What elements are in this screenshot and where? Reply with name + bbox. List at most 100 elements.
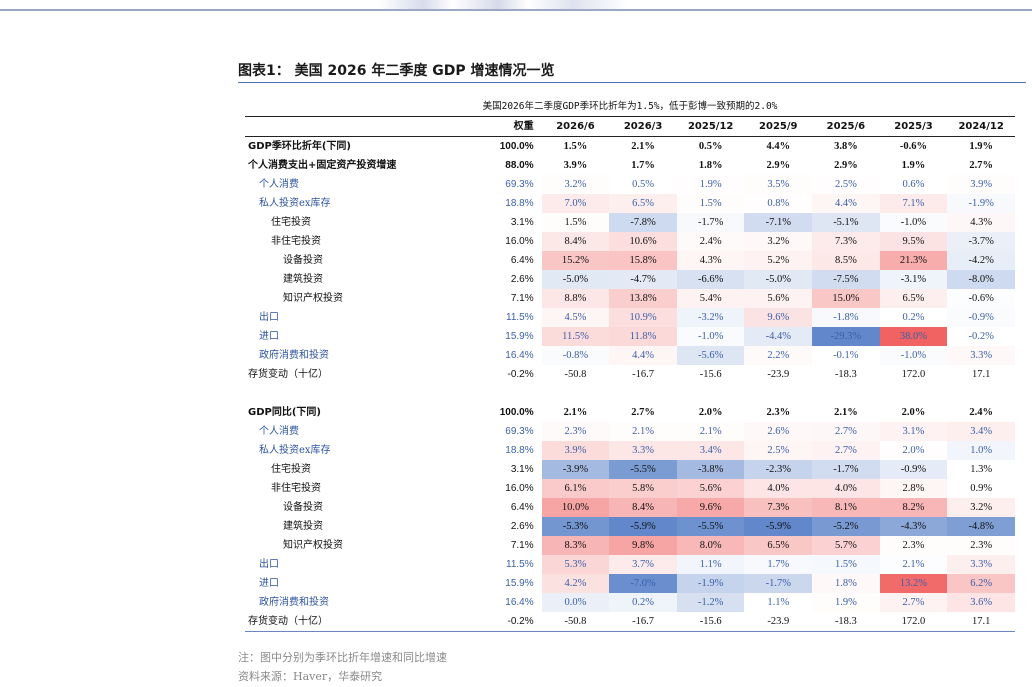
row-weight: 6.4% <box>510 502 534 513</box>
header-date: 2025/3 <box>879 116 948 137</box>
value-cell: -50.8 <box>564 369 587 380</box>
value-cell: 3.9% <box>563 160 588 171</box>
value-cell: -3.2% <box>676 308 745 327</box>
row-weight: 16.0% <box>505 483 534 494</box>
value-cell: 4.4% <box>812 194 880 213</box>
value-cell: 15.8% <box>609 251 677 270</box>
value-cell: 9.8% <box>609 536 677 555</box>
table-row: 设备投资 6.4% 10.0% 8.4% 9.6% 7.3% 8.1% 8.2% 3.2% <box>245 498 1015 517</box>
value-cell: 13.2% <box>879 574 948 593</box>
table-row: 非住宅投资 16.0% 8.4% 10.6% 2.4% 3.2% 7.3% 9.5% -3.7% <box>245 232 1015 251</box>
header-date: 2026/3 <box>609 116 677 137</box>
figure-title: 图表1： 美国 2026 年二季度 GDP 增速情况一览 <box>238 63 555 79</box>
value-cell: 2.7% <box>812 441 880 460</box>
value-cell: 4.3% <box>676 251 745 270</box>
value-cell: 3.3% <box>609 441 677 460</box>
value-cell: 2.1% <box>676 422 745 441</box>
value-cell: -3.1% <box>879 270 948 289</box>
value-cell: 2.6% <box>744 422 813 441</box>
top-banner <box>0 0 1032 14</box>
spacer-cell <box>245 384 1015 403</box>
table-row: GDP季环比折年(下同) 100.0% 1.5% 2.1% 0.5% 4.4% 3.8% -0… <box>245 137 1015 157</box>
value-cell: 1.7% <box>744 555 813 574</box>
value-cell: 6.5% <box>879 289 948 308</box>
value-cell: -4.3% <box>879 517 948 536</box>
row-label: 个人消费 <box>259 179 299 190</box>
value-cell: 17.1 <box>947 612 1015 632</box>
row-weight: 69.3% <box>505 426 534 437</box>
value-cell: 6.5% <box>744 536 813 555</box>
value-cell: 6.5% <box>609 194 677 213</box>
value-cell: 4.4% <box>766 141 791 152</box>
header-label-blank <box>245 116 492 137</box>
value-cell: 7.1% <box>879 194 948 213</box>
value-cell: -4.2% <box>947 251 1015 270</box>
row-weight: 69.3% <box>505 179 534 190</box>
value-cell: 8.4% <box>609 498 677 517</box>
value-cell: -6.6% <box>676 270 745 289</box>
table-row: 个人消费 69.3% 3.2% 0.5% 1.9% 3.5% 2.5% 0.6% 3.9% <box>245 175 1015 194</box>
value-cell: -0.1% <box>833 350 859 361</box>
value-cell: -1.9% <box>947 194 1015 213</box>
row-label: 进口 <box>259 331 279 342</box>
row-label: GDP同比(下同) <box>248 407 321 418</box>
value-cell: 3.9% <box>947 175 1015 194</box>
row-weight: 7.1% <box>510 540 534 551</box>
value-cell: -23.9 <box>744 612 813 632</box>
row-label: 非住宅投资 <box>271 236 321 247</box>
value-cell: 9.5% <box>879 232 948 251</box>
value-cell: 2.1% <box>631 141 655 152</box>
value-cell: 2.3% <box>947 536 1015 555</box>
value-cell: 2.0% <box>879 441 948 460</box>
value-cell: 1.8% <box>812 574 880 593</box>
value-cell: 2.3% <box>541 422 610 441</box>
header-date: 2025/12 <box>676 116 745 137</box>
value-cell: 8.4% <box>541 232 610 251</box>
value-cell: 172.0 <box>879 612 948 632</box>
table-subtitle: 美国2026年二季度GDP季环比折年为1.5%，低于彭博一致预期的2.0% <box>482 101 778 112</box>
table-row: 住宅投资 3.1% -3.9% -5.5% -3.8% -2.3% -1.7% -0.9% 1.… <box>245 460 1015 479</box>
table-row: 建筑投资 2.6% -5.0% -4.7% -6.6% -5.0% -7.5% -3.1% -8… <box>245 270 1015 289</box>
title-divider <box>238 82 1026 83</box>
value-cell: -8.0% <box>947 270 1015 289</box>
row-weight: 7.1% <box>510 293 534 304</box>
row-label: 知识产权投资 <box>283 540 343 551</box>
header-date: 2024/12 <box>947 116 1015 137</box>
value-cell: 7.3% <box>812 232 880 251</box>
table-row: 住宅投资 3.1% 1.5% -7.8% -1.7% -7.1% -5.1% -1.0% 4.3… <box>245 213 1015 232</box>
value-cell: -0.9% <box>879 460 948 479</box>
top-rule <box>0 9 1032 11</box>
value-cell: 2.4% <box>676 232 745 251</box>
value-cell: 5.2% <box>744 251 813 270</box>
value-cell: 1.9% <box>676 175 745 194</box>
value-cell: 172.0 <box>901 369 926 380</box>
value-cell: -0.9% <box>947 308 1015 327</box>
gdp-table-container: 美国2026年二季度GDP季环比折年为1.5%，低于彭博一致预期的2.0% 权重… <box>245 97 1015 632</box>
value-cell: -29.3% <box>812 327 880 346</box>
value-cell: 1.7% <box>631 160 655 171</box>
value-cell: 1.5% <box>541 213 610 232</box>
value-cell: 2.7% <box>969 160 993 171</box>
value-cell: 1.1% <box>676 555 745 574</box>
row-weight: 16.4% <box>505 597 534 608</box>
brand-logo-watermark <box>378 0 628 9</box>
value-cell: 2.8% <box>879 479 948 498</box>
row-label: 出口 <box>259 559 279 570</box>
table-row: 存货变动（十亿） -0.2% -50.8 -16.7 -15.6 -23.9 -18.3 17… <box>245 612 1015 632</box>
value-cell: -1.0% <box>879 213 948 232</box>
value-cell: 2.3% <box>766 407 791 418</box>
value-cell: 2.7% <box>812 422 880 441</box>
value-cell: 10.9% <box>609 308 677 327</box>
value-cell: 9.6% <box>744 308 813 327</box>
value-cell: 10.6% <box>609 232 677 251</box>
value-cell: 7.3% <box>744 498 813 517</box>
row-label: 政府消费和投资 <box>259 597 329 608</box>
value-cell: -3.9% <box>541 460 610 479</box>
value-cell: 13.8% <box>609 289 677 308</box>
value-cell: -18.3 <box>812 612 880 632</box>
value-cell: 2.9% <box>766 160 791 171</box>
value-cell: 3.4% <box>676 441 745 460</box>
table-row: GDP同比(下同) 100.0% 2.1% 2.7% 2.0% 2.3% 2.1% 2.0% 2… <box>245 403 1015 422</box>
value-cell: 4.3% <box>947 213 1015 232</box>
value-cell: 0.0% <box>541 593 610 612</box>
